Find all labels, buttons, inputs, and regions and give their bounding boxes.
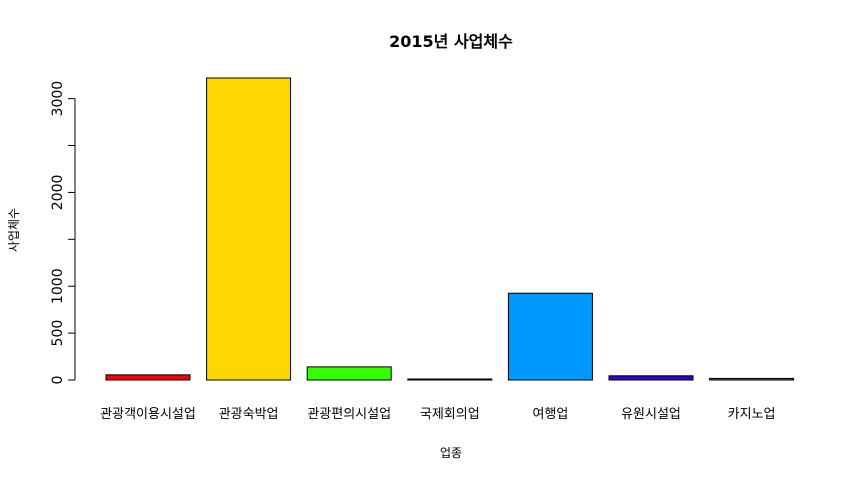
y-axis-title: 사업체수 [7, 208, 21, 252]
x-axis-title: 업종 [440, 446, 462, 460]
bar [105, 374, 191, 381]
x-tick-label: 여행업 [532, 406, 568, 422]
bar [608, 375, 694, 381]
y-axis: 0 500 1000 2000 3000 [50, 81, 76, 385]
y-tick-label: 2000 [50, 175, 66, 211]
x-tick-label: 유원시설업 [621, 407, 681, 422]
x-tick-label: 관광편의시설업 [307, 407, 391, 422]
bar [407, 378, 493, 381]
y-tick-label: 1000 [50, 268, 66, 304]
bar [709, 377, 795, 381]
bar [306, 366, 392, 381]
x-tick-label: 관광숙박업 [219, 407, 279, 422]
x-axis-labels: 관광객이용시설업 관광숙박업 관광편의시설업 국제회의업 여행업 유원시설업 카지노업 [100, 406, 775, 422]
bar [206, 77, 292, 381]
bar [507, 292, 593, 381]
x-tick-label: 국제회의업 [420, 407, 480, 422]
chart-title: 2015년 사업체수 [389, 32, 513, 51]
x-tick-label: 카지노업 [728, 407, 776, 422]
y-tick-label: 0 [50, 376, 66, 385]
bars [105, 77, 795, 381]
x-tick-label: 관광객이용시설업 [100, 407, 196, 422]
y-tick-label: 3000 [50, 81, 66, 117]
y-tick-label: 500 [50, 320, 66, 347]
